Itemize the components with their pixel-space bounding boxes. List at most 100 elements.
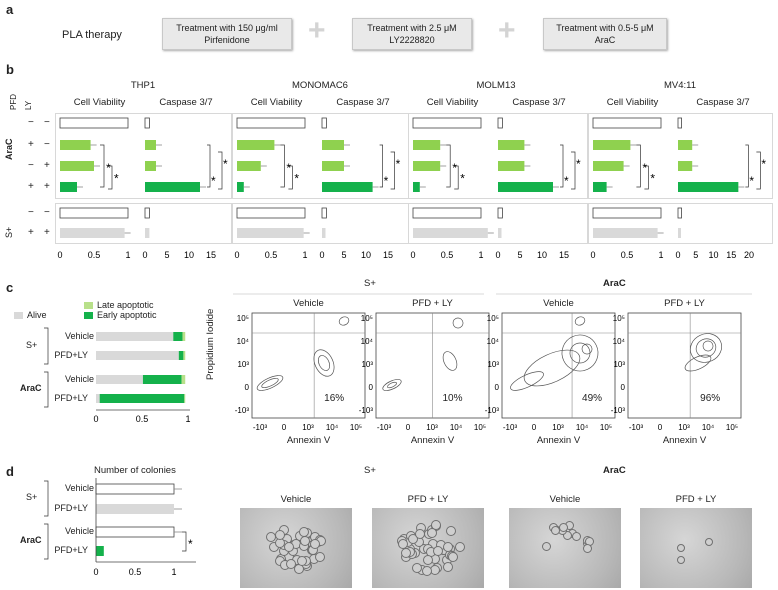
viability-bar-1-2 bbox=[237, 161, 261, 171]
viability-bar-3-0 bbox=[592, 117, 662, 129]
cond-pfd-4: − bbox=[28, 207, 34, 218]
casp-star-b-3: * bbox=[761, 157, 766, 171]
flow-ytick-2-0: 10⁵ bbox=[487, 314, 499, 323]
casp-tick-3-3: 15 bbox=[726, 250, 736, 260]
caspase-bar-0-0 bbox=[144, 117, 150, 129]
flow-contour-0-2 bbox=[313, 349, 335, 377]
casp-tick-3-1: 5 bbox=[693, 250, 698, 260]
c-stack-2-early-apoptotic bbox=[142, 375, 182, 384]
viability-bar-1-3 bbox=[237, 182, 244, 192]
viab-tick-0-2: 1 bbox=[125, 250, 130, 260]
flow-ytick-1-0: 10⁵ bbox=[361, 314, 373, 323]
flow-ytick-1-4: -10³ bbox=[359, 406, 374, 415]
flow-title-0: Vehicle bbox=[293, 298, 324, 309]
caspase-bar-2-1 bbox=[498, 140, 525, 150]
d-group-splus: S+ bbox=[26, 492, 38, 502]
viab-star-a-3: * bbox=[642, 161, 647, 175]
colony-cell bbox=[297, 555, 308, 566]
flow-ytick-2-4: -10³ bbox=[485, 406, 500, 415]
flow-percent-2: 49% bbox=[582, 393, 603, 404]
casp-bracket-a-1 bbox=[379, 144, 383, 188]
d-row-label-1: PFD+LY bbox=[54, 503, 88, 513]
flow-x-axis-label-0: Annexin V bbox=[286, 435, 331, 446]
casp-tick-0-3: 15 bbox=[206, 250, 216, 260]
flow-title-3: PFD + LY bbox=[664, 298, 705, 309]
panel-b-frame-1 bbox=[55, 203, 232, 244]
treatment-box-ly: Treatment with 2.5 μM LY2228820 bbox=[352, 18, 472, 50]
viability-bar-0-0 bbox=[59, 117, 129, 129]
micro-group-splus: S+ bbox=[364, 465, 376, 476]
c-group-splus: S+ bbox=[26, 340, 38, 350]
colony-cell bbox=[298, 527, 309, 538]
flow-frame-3 bbox=[627, 312, 742, 419]
viability-bar-3-5 bbox=[593, 228, 658, 238]
flow-xtick-3-1: 0 bbox=[658, 423, 663, 432]
caspase-bar-2-4 bbox=[497, 207, 503, 219]
treatment-box-arac: Treatment with 0.5-5 μM AraC bbox=[543, 18, 667, 50]
flow-ytick-0-0: 10⁵ bbox=[237, 314, 249, 323]
flow-group-arac: AraC bbox=[603, 278, 626, 289]
d-tick-0: 0 bbox=[93, 567, 98, 577]
flow-xtick-0-0: -10³ bbox=[253, 423, 268, 432]
viability-bar-1-4 bbox=[236, 207, 306, 219]
colony-cell bbox=[676, 556, 685, 565]
casp-bracket-a-3 bbox=[745, 144, 749, 188]
colony-bar-3 bbox=[96, 546, 104, 556]
viability-bar-1-0 bbox=[236, 117, 306, 129]
flow-xtick-0-2: 10³ bbox=[302, 423, 314, 432]
flow-ytick-0-4: -10³ bbox=[235, 406, 250, 415]
cond-pfd-0: − bbox=[28, 117, 34, 128]
colony-bar-2 bbox=[95, 526, 175, 538]
casp-bracket-a-0 bbox=[207, 144, 211, 188]
micro-title-2: Vehicle bbox=[549, 494, 581, 505]
subheader-viability-3: Cell Viability bbox=[606, 97, 659, 108]
colony-image-1 bbox=[372, 508, 484, 588]
flow-xtick-0-1: 0 bbox=[282, 423, 287, 432]
flow-ytick-0-3: 0 bbox=[245, 383, 250, 392]
flow-ytick-0-1: 10⁴ bbox=[237, 337, 250, 346]
subheader-viability-2: Cell Viability bbox=[426, 97, 479, 108]
colony-image-3 bbox=[640, 508, 752, 588]
flow-contour-2-1 bbox=[523, 349, 581, 387]
cell-line-molm13: MOLM13 bbox=[476, 80, 516, 91]
colonies-title: Number of colonies bbox=[94, 465, 176, 476]
viability-bar-2-3 bbox=[413, 182, 420, 192]
d-brace-splus bbox=[44, 480, 49, 517]
flow-contour-2-4 bbox=[581, 343, 593, 355]
subheader-caspase-1: Caspase 3/7 bbox=[336, 97, 390, 108]
colony-cell bbox=[571, 531, 581, 541]
colony-cell bbox=[422, 566, 433, 577]
micro-group-arac: AraC bbox=[603, 465, 626, 476]
flow-xtick-3-2: 10³ bbox=[678, 423, 690, 432]
flow-xtick-3-4: 10⁵ bbox=[726, 423, 738, 432]
colony-cell bbox=[677, 543, 686, 552]
viab-tick-3-0: 0 bbox=[590, 250, 595, 260]
cond-pfd-2: − bbox=[28, 160, 34, 171]
viability-bar-2-0 bbox=[412, 117, 482, 129]
subheader-viability-1: Cell Viability bbox=[250, 97, 303, 108]
casp-tick-3-0: 0 bbox=[675, 250, 680, 260]
viab-star-b-2: * bbox=[460, 172, 465, 186]
viability-bar-0-1 bbox=[60, 140, 91, 150]
caspase-bar-0-1 bbox=[145, 140, 156, 150]
flow-ytick-1-1: 10⁴ bbox=[361, 337, 374, 346]
viab-star-a-1: * bbox=[286, 161, 291, 175]
casp-star-a-1: * bbox=[384, 174, 389, 188]
colony-cell bbox=[401, 548, 412, 559]
colony-cell bbox=[447, 551, 458, 562]
colony-cell bbox=[563, 531, 573, 540]
flow-xtick-2-0: -10³ bbox=[503, 423, 518, 432]
flow-contour-3-0 bbox=[689, 333, 723, 363]
flow-ytick-1-2: 10³ bbox=[361, 360, 373, 369]
d-row-label-0: Vehicle bbox=[64, 483, 94, 493]
caspase-bar-3-5 bbox=[678, 228, 681, 238]
box2-line1: Treatment with 2.5 μM bbox=[367, 23, 457, 33]
casp-bracket-b-0 bbox=[218, 151, 223, 190]
flow-ytick-0-2: 10³ bbox=[237, 360, 249, 369]
c-stack-0-alive bbox=[96, 332, 174, 341]
colony-cell bbox=[705, 537, 714, 546]
caspase-bar-2-0 bbox=[497, 117, 503, 129]
c-row-label-0: Vehicle bbox=[64, 331, 94, 341]
